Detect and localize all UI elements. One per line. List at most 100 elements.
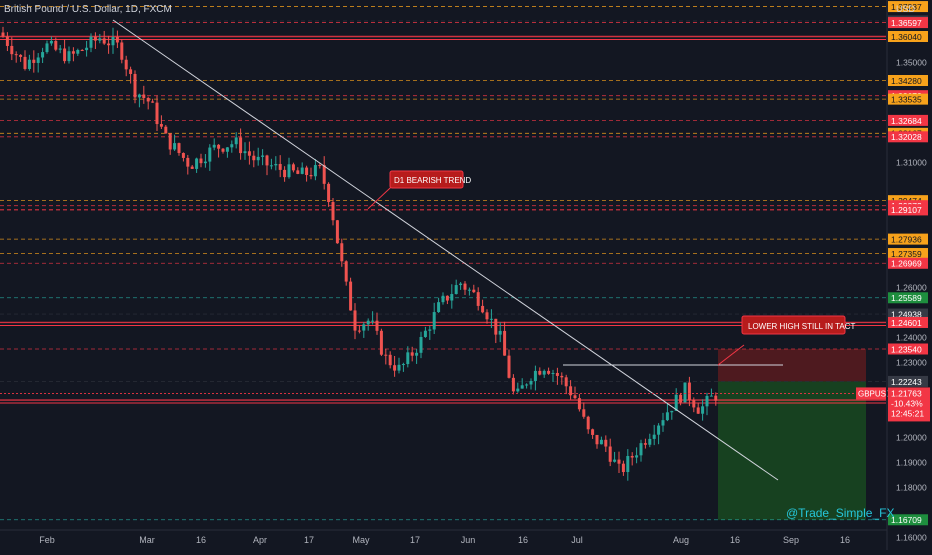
candle-body [159,124,163,127]
candle-body [151,101,155,103]
candle-body [476,292,480,306]
candle-body [177,143,181,153]
candles [1,26,718,481]
price-badge [888,316,928,328]
price-badge-label: 1.33535 [891,95,922,105]
price-badge-label: 1.27936 [891,235,922,245]
candle-body [538,370,542,375]
candle-body [353,310,357,331]
candle-body [542,370,546,375]
candle-body [525,384,529,386]
candle-body [683,382,687,403]
candle-body [54,40,58,50]
candle-body [555,372,559,376]
annotation-bearish-trend-label: D1 BEARISH TREND [394,176,471,185]
candle-body [410,352,414,356]
candle-body [287,164,291,178]
x-tick-label: May [352,535,370,545]
candle-body [344,261,348,282]
price-badge-label: 1.24601 [891,318,922,328]
candle-body [401,364,405,366]
candle-body [643,443,647,445]
annotation-lower-high[interactable] [741,315,846,335]
candle-body [489,318,493,320]
candle-body [701,406,705,414]
candle-body [155,102,159,125]
price-badge-label: 1.23540 [891,344,922,354]
price-badge-label: 1.16709 [891,515,922,525]
current-price-countdown: 12:45:21 [891,408,924,418]
candle-body [582,409,586,417]
price-tick-label: 1.26000 [896,283,927,293]
current-price-badge [888,387,930,422]
candle-body [243,151,247,154]
price-tick-label: 1.16000 [896,533,927,543]
price-badge [888,75,928,86]
candle-body [379,330,383,355]
annotation-bearish-trend[interactable] [389,170,464,189]
candle-body [212,144,216,148]
candle-body [661,420,665,426]
candle-body [137,94,141,98]
candle-body [181,152,185,158]
price-tick-label: 1.24000 [896,333,927,343]
current-price-change: -10.43% [891,398,923,408]
candle-body [709,395,713,397]
candle-body [423,330,427,337]
annotation-pointer [717,344,745,366]
candle-body [498,330,502,335]
candle-body [85,47,89,51]
candle-body [630,456,634,458]
candle-body [76,50,80,54]
x-tick-label: 17 [304,535,314,545]
currency-label: USD [896,4,916,14]
candle-body [261,155,265,157]
candle-body [617,459,621,464]
candle-body [529,380,533,385]
candle-body [252,155,256,161]
candle-body [481,305,485,313]
candle-body [648,438,652,445]
x-tick-label: Sep [783,535,799,545]
candle-body [692,399,696,408]
candle-body [573,395,577,399]
price-badge-label: 1.32028 [891,132,922,142]
candle-body [1,32,5,37]
annotation-pointer [367,185,393,210]
candle-body [714,395,718,401]
candle-body [120,42,124,60]
candle-body [10,45,14,55]
symbol-tag-label: GBPUSD [858,389,892,398]
price-badge-label: 1.24938 [891,309,922,319]
candle-body [670,410,674,413]
candle-body [472,289,476,293]
price-tick-label: 1.18000 [896,483,927,493]
candle-body [133,73,137,98]
candle-body [591,429,595,435]
bearish-trendline[interactable] [112,19,779,481]
candle-body [437,302,441,313]
price-tick-label: 1.35000 [896,58,927,68]
candle-body [467,289,471,291]
candle-body [397,364,401,371]
candle-body [674,394,678,411]
price-badge-label: 1.36597 [891,18,922,28]
candle-body [124,59,128,70]
candle-body [428,329,432,331]
candle-body [384,354,388,356]
symbol-tag [856,387,886,400]
candle-body [604,439,608,447]
candle-body [406,352,410,365]
price-badge [888,131,928,143]
candle-body [14,54,18,56]
candle-body [300,167,304,174]
candle-body [80,50,84,52]
watermark: @Trade_Simple_FX [786,506,895,520]
candle-body [291,164,295,171]
candle-body [102,38,106,44]
x-tick-label: Mar [139,535,155,545]
candle-body [168,133,172,150]
candle-body [230,144,234,148]
